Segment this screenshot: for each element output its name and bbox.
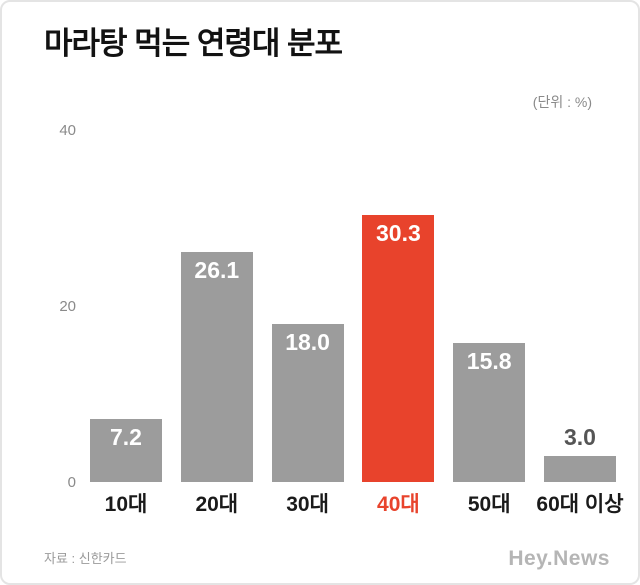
bar-value-label: 15.8: [466, 347, 512, 374]
bar-value-label: 18.0: [285, 328, 330, 355]
bar-value-label: 26.1: [194, 257, 240, 284]
x-axis-label: 10대: [104, 493, 148, 516]
chart-title: 마라탕 먹는 연령대 분포: [44, 26, 343, 61]
bar: 26.1 20대: [180, 252, 253, 516]
bar: 3.0 60대 이상: [536, 424, 623, 516]
source-credit: 자료 : 신한카드: [44, 551, 127, 566]
bar: 7.2 10대: [90, 418, 162, 516]
x-axis-label: 30대: [286, 493, 329, 516]
bar-chart-plot-area: 7.2 10대 26.1 20대 18.0 30대 30.3 40대 15.8 50대 3.0 60대…: [90, 130, 624, 516]
bar-value-label: 30.3: [376, 220, 421, 247]
y-axis-tick-40: 40: [59, 122, 76, 139]
bar: 15.8 50대: [453, 342, 526, 516]
y-axis-tick-20: 20: [59, 298, 76, 315]
watermark-logo: Hey.News: [508, 547, 610, 570]
x-axis-label: 40대: [377, 493, 420, 516]
x-axis-label: 50대: [467, 493, 511, 516]
bar-value-label: 7.2: [110, 423, 142, 450]
x-axis-label: 60대 이상: [536, 493, 624, 516]
bar: 18.0 30대: [271, 323, 344, 516]
bar: 30.3 40대: [362, 215, 435, 516]
y-axis-tick-0: 0: [67, 474, 76, 491]
x-axis-label: 20대: [195, 493, 239, 516]
unit-label: (단위 : %): [532, 94, 592, 110]
bar-value-label: 3.0: [563, 423, 596, 450]
